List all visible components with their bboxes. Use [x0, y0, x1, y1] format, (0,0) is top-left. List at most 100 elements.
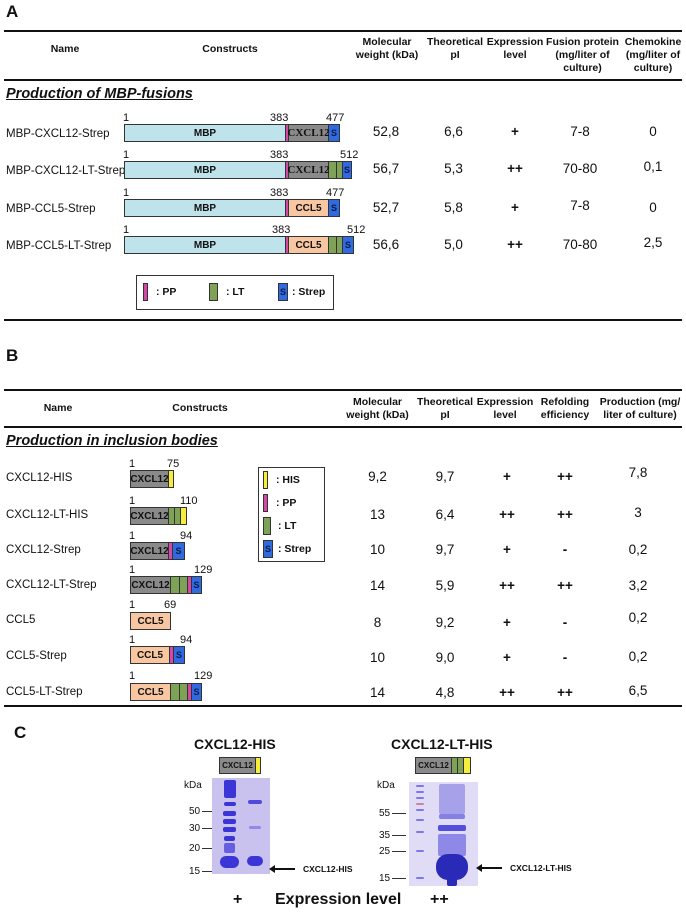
sample-band: [249, 826, 261, 829]
position-end: 75: [167, 458, 180, 470]
position-fusion-junction: 383: [270, 112, 289, 124]
panel-b-header-name: Name: [43, 402, 73, 414]
position-start: 1: [123, 224, 130, 236]
panel-b-bottom-rule: [4, 705, 682, 707]
mbp-domain: MBP: [125, 237, 286, 253]
position-fusion-junction: 383: [270, 149, 289, 161]
construct-diagram: CXCL12: [130, 470, 174, 488]
strep-tag: S: [192, 684, 201, 700]
expressed-protein-band: [436, 854, 468, 880]
ladder-band: [416, 809, 424, 811]
construct-diagram: CCL5 S: [130, 646, 185, 664]
refolding-value: ++: [557, 578, 573, 593]
expressed-protein-band: [447, 878, 457, 886]
marker-tick: 55: [379, 808, 407, 819]
marker-tick: 20: [189, 843, 217, 854]
lt-segment: [329, 237, 337, 253]
expression-value: ++: [499, 507, 515, 522]
ladder-band: [416, 850, 424, 852]
arrow-label-text: CXCL12-HIS: [303, 864, 353, 874]
panel-a-header-fusion: Fusion protein (mg/liter of culture): [546, 36, 619, 74]
mw-value: 14: [369, 578, 386, 593]
arrow-left-icon: [269, 865, 295, 873]
mbp-domain: MBP: [125, 162, 286, 178]
legend-label: : LT: [226, 286, 245, 298]
construct-name: MBP-CCL5-Strep: [6, 203, 96, 215]
position-end: 477: [326, 187, 345, 199]
sample-band: [438, 825, 466, 831]
marker-tick: 50: [189, 806, 217, 817]
position-start: 1: [123, 112, 130, 124]
refolding-value: ++: [557, 507, 573, 522]
cxcl12-domain: CXCL12: [131, 577, 171, 593]
pi-value: 5,3: [444, 161, 463, 176]
production-value: 6,5: [628, 683, 648, 698]
lt-segment: [171, 577, 180, 593]
marker-label: 25: [379, 846, 391, 857]
ladder-band: [224, 843, 235, 853]
production-value: 7,8: [628, 465, 648, 480]
expression-level-marker: +: [233, 891, 243, 908]
pi-value: 9,0: [435, 650, 455, 665]
mbp-domain: MBP: [125, 125, 286, 141]
fusion-yield-value: 7-8: [570, 198, 590, 213]
chemokine-yield-value: 0: [649, 124, 657, 139]
panel-a-top-rule: [4, 30, 682, 32]
strep-swatch: S: [278, 283, 288, 301]
pi-value: 5,9: [435, 578, 455, 593]
position-end: 110: [180, 495, 198, 507]
pi-value: 6,4: [435, 507, 455, 522]
arrow-left-icon: [476, 864, 502, 872]
panel-b-header-constructs: Constructs: [172, 402, 228, 414]
position-start: 1: [129, 458, 136, 470]
pi-value: 5,0: [444, 237, 463, 252]
pi-value: 9,7: [435, 542, 455, 557]
position-start: 1: [129, 599, 136, 611]
pp-segment: [286, 125, 289, 141]
position-fusion-junction: 383: [272, 224, 291, 236]
panel-a-section-title: Production of MBP-fusions: [6, 86, 193, 102]
marker-tick: 30: [189, 823, 217, 834]
construct-name: CXCL12-HIS: [6, 472, 73, 484]
production-value: 3,2: [628, 578, 648, 593]
expression-value: ++: [499, 685, 515, 700]
ladder-band: [224, 802, 236, 806]
lt-segment: [180, 577, 188, 593]
pp-segment: [286, 237, 289, 253]
panel-a-header-constructs: Constructs: [202, 43, 258, 55]
pi-value: 9,2: [435, 615, 455, 630]
lt-segment: [329, 162, 337, 178]
construct-diagram: CXCL12 S: [130, 576, 202, 594]
mw-value: 52,8: [372, 124, 400, 139]
lt-swatch: [209, 283, 218, 301]
construct-name: MBP-CXCL12-LT-Strep: [6, 165, 126, 177]
expression-value: +: [503, 650, 511, 665]
position-start: 1: [129, 634, 136, 646]
marker-tick: 15: [379, 873, 407, 884]
legend-item-strep: S : Strep: [263, 540, 311, 558]
lt-segment: [175, 508, 181, 524]
panel-b-header-rule: [4, 426, 682, 428]
production-value: 0,2: [628, 542, 648, 557]
panel-b-header-expression: Expression level: [476, 396, 534, 421]
panel-a-label: A: [6, 2, 19, 21]
expression-value: +: [503, 469, 511, 484]
panel-a-header-pi: Theoretical pI: [426, 36, 484, 61]
marker-label: 35: [379, 830, 391, 841]
pi-value: 6,6: [444, 124, 463, 139]
expression-level-label: Expression level: [275, 891, 402, 908]
legend-label: : PP: [156, 286, 177, 298]
panel-b-top-rule: [4, 389, 682, 391]
pp-swatch: [143, 283, 148, 301]
arrow-label-text: CXCL12-LT-HIS: [510, 863, 572, 873]
panel-a-header-mw: Molecular weight (kDa): [355, 36, 419, 61]
marker-tick: 15: [189, 866, 217, 877]
position-end: 129: [194, 670, 213, 682]
ladder-band: [416, 791, 424, 793]
refolding-value: -: [562, 615, 568, 630]
pp-segment: [286, 200, 289, 216]
construct-diagram: CCL5 S: [130, 683, 202, 701]
chemokine-yield-value: 0: [649, 200, 657, 215]
his-tag: [256, 758, 260, 773]
fusion-yield-value: 7-8: [570, 124, 590, 139]
